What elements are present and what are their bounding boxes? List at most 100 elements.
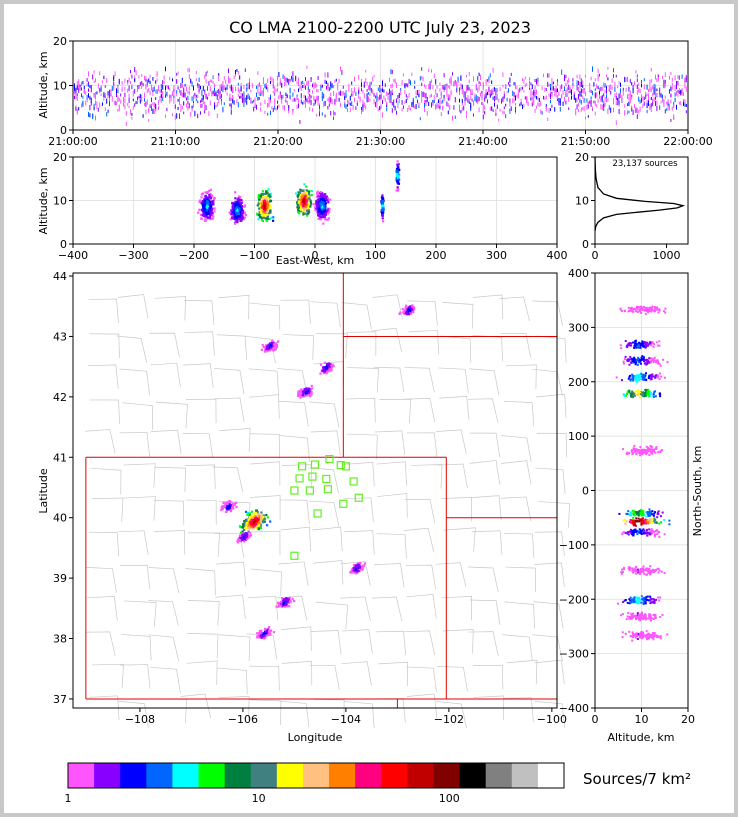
northsouth-source-mark <box>659 596 662 599</box>
time-source-mark <box>613 68 614 73</box>
time-source-mark <box>414 105 416 109</box>
time-source-mark <box>657 74 659 78</box>
northsouth-source-mark <box>637 392 640 395</box>
time-tick-label: 21:00:00 <box>48 135 97 148</box>
northsouth-source-mark <box>638 511 641 514</box>
northsouth-source-mark <box>650 375 653 378</box>
time-source-mark <box>467 84 469 91</box>
time-source-mark <box>671 77 673 82</box>
northsouth-source-mark <box>639 362 642 365</box>
eastwest-source-mark <box>298 197 301 200</box>
time-source-mark <box>461 98 463 104</box>
time-source-mark <box>134 75 136 80</box>
time-source-mark <box>565 83 567 87</box>
northsouth-source-mark <box>631 522 634 525</box>
northsouth-source-mark <box>645 378 648 381</box>
plan-source-mark <box>351 571 354 574</box>
plan-source-mark <box>248 517 251 520</box>
eastwest-source-mark <box>321 206 324 209</box>
northsouth-source-mark <box>639 452 642 455</box>
plan-source-mark <box>266 628 269 631</box>
time-source-mark <box>312 108 313 112</box>
time-source-mark <box>517 89 519 94</box>
eastwest-source-mark <box>266 215 269 219</box>
eastwest-source-mark <box>265 190 268 193</box>
plan-source-mark <box>269 629 273 632</box>
eastwest-source-mark <box>204 191 207 194</box>
time-source-mark <box>475 94 477 100</box>
time-source-mark <box>678 75 680 80</box>
time-source-mark <box>328 97 330 103</box>
time-source-mark <box>211 91 213 97</box>
plan-source-mark <box>327 370 330 373</box>
northsouth-source-mark <box>628 363 631 366</box>
time-source-mark <box>536 79 537 85</box>
northsouth-source-mark <box>627 612 630 615</box>
northsouth-source-mark <box>649 520 652 523</box>
eastwest-tick-label: −400 <box>58 249 88 262</box>
time-source-mark <box>243 98 245 103</box>
plan-source-mark <box>262 515 265 519</box>
northsouth-source-mark <box>642 565 645 568</box>
eastwest-source-mark <box>210 204 213 207</box>
time-source-mark <box>681 90 683 95</box>
northsouth-source-mark <box>633 598 636 601</box>
northsouth-source-mark <box>658 535 661 538</box>
plan-source-mark <box>260 515 263 518</box>
eastwest-source-mark <box>228 211 231 214</box>
eastwest-source-mark <box>265 217 268 220</box>
time-source-mark <box>298 77 299 83</box>
time-source-mark <box>520 98 522 102</box>
time-source-mark <box>230 84 232 90</box>
eastwest-source-mark <box>259 210 262 213</box>
time-source-mark <box>260 88 262 93</box>
northsouth-source-mark <box>645 630 648 633</box>
northsouth-source-mark <box>650 532 653 535</box>
plan-source-mark <box>247 524 251 527</box>
time-source-mark <box>176 93 178 97</box>
time-source-mark <box>403 105 404 109</box>
northsouth-source-mark <box>649 394 652 397</box>
time-source-mark <box>481 93 483 98</box>
time-source-mark <box>459 98 460 103</box>
altitude-tick-label: 10 <box>53 195 67 208</box>
eastwest-source-mark <box>298 205 302 209</box>
northsouth-source-mark <box>632 534 635 537</box>
time-source-mark <box>531 84 533 89</box>
time-source-mark <box>183 88 185 93</box>
time-source-mark <box>296 81 298 85</box>
time-source-mark <box>489 91 491 96</box>
time-source-mark <box>537 80 539 85</box>
plan-source-mark <box>258 523 261 527</box>
eastwest-source-mark <box>298 200 301 203</box>
time-source-mark <box>148 107 150 113</box>
time-source-mark <box>674 92 676 97</box>
eastwest-source-mark <box>301 210 304 213</box>
time-source-mark <box>160 98 162 103</box>
latitude-tick-label: 40 <box>53 512 67 525</box>
northsouth-source-mark <box>650 344 653 347</box>
histogram-tick-label: 1000 <box>653 249 681 262</box>
time-source-mark <box>124 92 126 98</box>
time-source-mark <box>678 90 680 94</box>
time-source-mark <box>452 72 453 76</box>
plan-source-mark <box>258 519 261 523</box>
northsouth-source-mark <box>626 451 629 454</box>
time-source-mark <box>221 99 222 105</box>
northsouth-source-mark <box>620 571 623 574</box>
time-source-mark <box>572 78 574 82</box>
northsouth-source-mark <box>647 448 650 451</box>
northsouth-source-mark <box>642 519 645 522</box>
northsouth-source-mark <box>646 638 649 641</box>
northsouth-source-mark <box>657 571 660 574</box>
northsouth-source-mark <box>633 392 636 395</box>
time-source-mark <box>313 85 315 90</box>
time-source-mark <box>233 75 235 80</box>
time-source-mark <box>670 99 672 104</box>
time-source-mark <box>132 90 134 94</box>
eastwest-source-mark <box>396 164 399 167</box>
time-source-mark <box>533 92 535 96</box>
plan-source-mark <box>310 384 313 388</box>
eastwest-source-mark <box>326 199 329 202</box>
time-source-mark <box>146 89 148 94</box>
